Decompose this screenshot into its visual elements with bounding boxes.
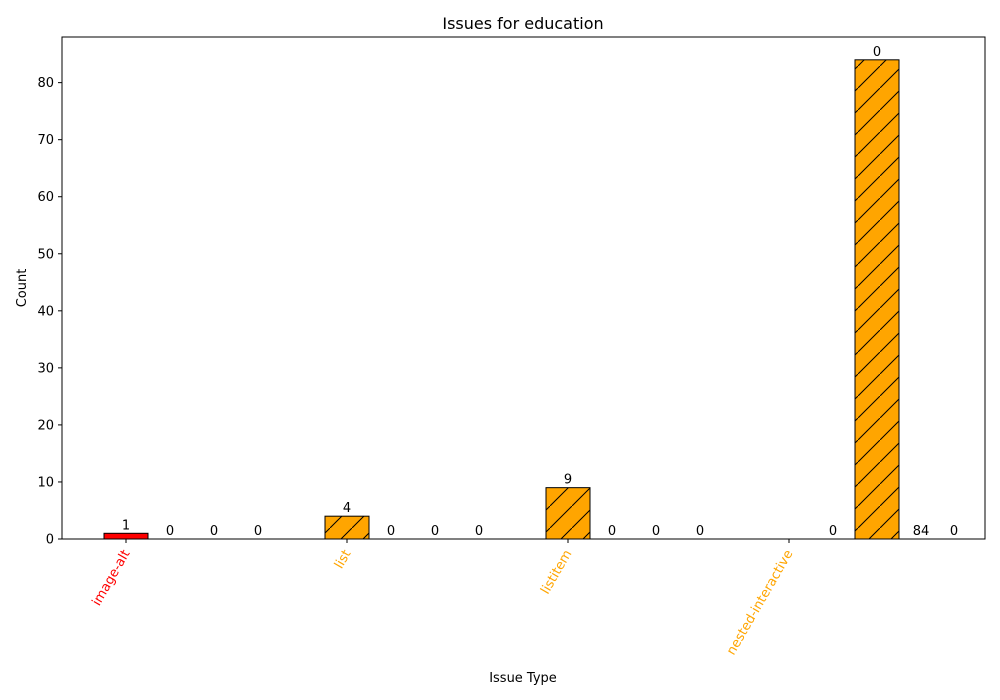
data-label: 0 [166, 524, 174, 539]
bar-hatch [325, 516, 369, 539]
y-tick-label: 30 [37, 361, 54, 376]
data-label: 0 [608, 524, 616, 539]
x-tick-label: listitem [538, 548, 575, 597]
x-tick-label: nested-interactive [724, 548, 796, 658]
data-label: 0 [387, 524, 395, 539]
y-tick-label: 0 [46, 533, 54, 548]
data-label: 0 [254, 524, 262, 539]
x-tick-label: image-alt [90, 548, 134, 609]
data-label: 0 [950, 524, 958, 539]
chart-title: Issues for education [442, 14, 603, 33]
y-tick-label: 10 [37, 475, 54, 490]
x-axis-label: Issue Type [489, 671, 557, 686]
bar-hatch [546, 487, 590, 539]
y-tick-label: 70 [37, 133, 54, 148]
x-tick-label: list [332, 548, 355, 572]
data-label: 0 [431, 524, 439, 539]
data-label: 0 [475, 524, 483, 539]
data-label: 1 [122, 518, 130, 533]
data-label: 84 [913, 524, 930, 539]
data-label: 9 [564, 473, 572, 488]
axes-frame [61, 36, 986, 540]
bar [103, 532, 149, 540]
data-label: 0 [696, 524, 704, 539]
y-tick-label: 80 [37, 76, 54, 91]
bar-hatch [855, 59, 899, 540]
y-axis-label: Count [15, 269, 30, 308]
data-label: 0 [829, 524, 837, 539]
data-label: 0 [873, 45, 881, 60]
y-tick-label: 60 [37, 190, 54, 205]
y-tick-label: 40 [37, 304, 54, 319]
y-tick-label: 20 [37, 418, 54, 433]
y-tick-label: 50 [37, 247, 54, 262]
data-label: 4 [343, 501, 351, 516]
data-label: 0 [210, 524, 218, 539]
data-label: 0 [652, 524, 660, 539]
